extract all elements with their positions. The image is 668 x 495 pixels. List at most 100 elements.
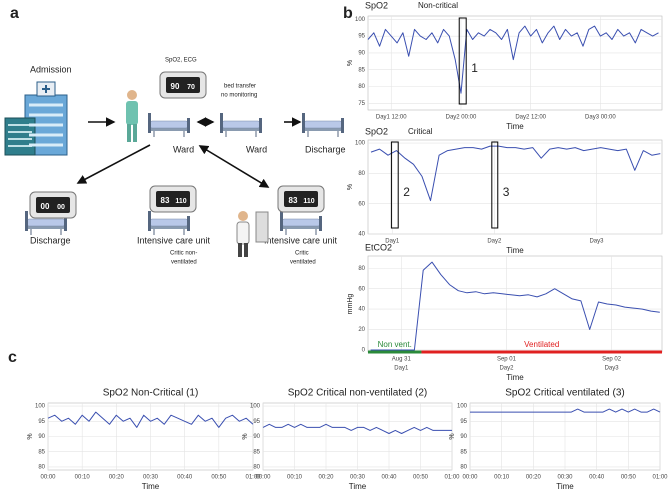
series-line: [370, 145, 661, 202]
x-tick-sublabel: Day1: [394, 366, 409, 372]
discharge-label: Discharge: [305, 144, 346, 154]
y-tick-label: 85: [253, 449, 260, 455]
x-tick-label: 00:30: [350, 475, 366, 481]
y-axis-label: mmHg: [347, 294, 354, 315]
x-tick-label: 00:40: [589, 475, 605, 481]
icu-note: ventilated: [290, 260, 316, 266]
y-tick-label: 75: [358, 101, 365, 107]
y-tick-label: 80: [358, 266, 365, 272]
annotation-box: [491, 141, 499, 229]
y-tick-label: 100: [250, 404, 261, 410]
y-axis-label: %: [347, 184, 354, 190]
y-tick-label: 80: [358, 84, 365, 90]
x-tick-label: Day2 00:00: [446, 115, 477, 121]
y-axis-label: %: [347, 60, 354, 66]
panel-label: a: [10, 5, 19, 22]
x-axis-label: Time: [506, 246, 524, 255]
icu-note: ventilated: [171, 260, 197, 266]
x-tick-label: 00:10: [75, 475, 91, 481]
monitor-screen: [36, 197, 70, 213]
y-tick-label: 100: [355, 17, 366, 23]
bed-frame: [25, 225, 67, 229]
icu-note: Critic: [295, 251, 309, 257]
monitor-icon: 90 70: [159, 71, 207, 99]
x-tick-sublabel: Day2: [499, 366, 514, 372]
bed-foot: [64, 216, 67, 231]
y-tick-label: 95: [38, 419, 45, 425]
x-tick-label: 00:00: [255, 475, 271, 481]
icu-label: Intensive care unit: [264, 235, 338, 245]
monitor-screen: [156, 191, 190, 207]
x-tick-label: 00:50: [211, 475, 227, 481]
y-tick-label: 60: [358, 286, 365, 292]
y-tick-label: 85: [38, 449, 45, 455]
chart-title: SpO2: [365, 0, 388, 10]
transfer-note: no monitoring: [221, 93, 257, 99]
doctor-icon: [236, 211, 269, 257]
bed-foot: [187, 216, 190, 231]
x-axis-label: Time: [506, 373, 524, 382]
bed-foot: [341, 118, 344, 133]
y-tick-label: 100: [457, 404, 468, 410]
y-tick-label: 85: [358, 67, 365, 73]
monitor-value: 110: [303, 198, 314, 205]
bed-icon: [302, 113, 344, 137]
x-tick-label: 00:50: [621, 475, 637, 481]
y-tick-label: 80: [358, 171, 365, 177]
bed-mattress: [221, 120, 261, 129]
x-tick-label: 01:00: [652, 475, 668, 481]
bed-frame: [148, 127, 190, 131]
x-tick-label: 00:00: [40, 475, 56, 481]
chart-title: SpO2 Non-Critical (1): [103, 388, 199, 399]
x-tick-label: Day1 12:00: [376, 115, 407, 121]
series-line: [470, 408, 661, 413]
y-tick-label: 100: [35, 404, 46, 410]
bed-icon: [148, 211, 190, 235]
bed-mattress: [149, 120, 189, 129]
bed-frame: [148, 225, 190, 229]
admission-label: Admission: [30, 64, 72, 74]
y-tick-label: 85: [460, 449, 467, 455]
monitor-value: 70: [187, 84, 195, 91]
chart-subtitle: Critical: [408, 127, 433, 136]
panel-label: b: [343, 5, 353, 22]
monitor-icon: 00 00: [29, 191, 77, 219]
chart-subtitle: Non-critical: [418, 1, 458, 10]
x-tick-label: Day3 00:00: [585, 115, 616, 121]
bed-frame: [302, 127, 344, 131]
monitor-icon: 83 110: [149, 185, 197, 213]
bed-icon: [148, 113, 190, 137]
y-tick-label: 80: [38, 465, 45, 471]
x-tick-label: 00:10: [287, 475, 303, 481]
x-tick-sublabel: Day3: [605, 366, 620, 372]
chart-title: EtCO2: [365, 242, 392, 252]
transfer-note: bed transfer: [224, 84, 256, 90]
x-tick-label: 00:30: [557, 475, 573, 481]
bed-foot: [187, 118, 190, 133]
bed-head: [25, 211, 28, 231]
x-axis-label: Time: [142, 482, 160, 491]
y-tick-label: 20: [358, 327, 365, 333]
bed-mattress: [149, 218, 189, 227]
monitor-icon: 83 110: [277, 185, 325, 213]
plot-area: [367, 255, 663, 353]
y-axis-label: %: [27, 433, 34, 439]
monitor-value: 00: [41, 202, 50, 211]
bed-head: [148, 113, 151, 133]
x-tick-label: 00:00: [462, 475, 478, 481]
annotation-box: [458, 17, 467, 105]
x-tick-label: 01:00: [444, 475, 460, 481]
monitor-value: 00: [57, 204, 65, 211]
bed-head: [302, 113, 305, 133]
x-tick-label: 00:50: [413, 475, 429, 481]
bed-icon: [25, 211, 67, 235]
y-tick-label: 80: [253, 465, 260, 471]
icu-note: Critic non-: [170, 251, 197, 257]
x-tick-label: Sep 02: [602, 357, 622, 363]
bed-mattress: [26, 218, 66, 227]
bed-foot: [259, 118, 262, 133]
y-axis-label: %: [449, 433, 456, 439]
bed-frame: [280, 225, 322, 229]
bed-mattress: [303, 120, 343, 129]
